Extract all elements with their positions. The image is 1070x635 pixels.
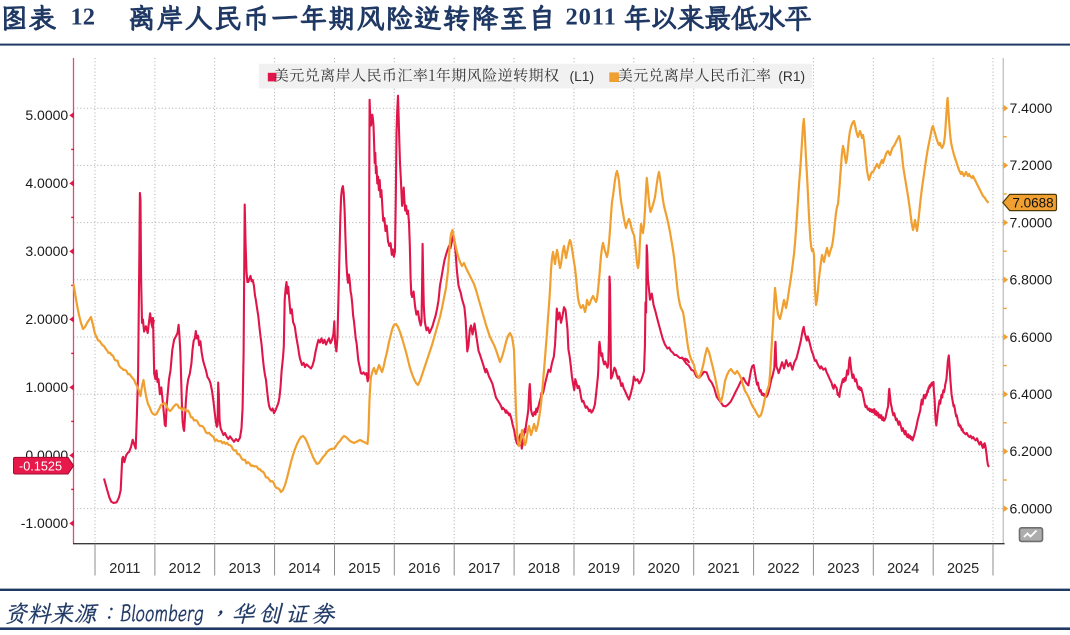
svg-text:2015: 2015 bbox=[348, 561, 380, 577]
svg-text:(R1): (R1) bbox=[778, 69, 805, 84]
svg-text:7.2000: 7.2000 bbox=[1010, 157, 1053, 173]
svg-text:4.0000: 4.0000 bbox=[25, 175, 68, 191]
svg-text:2023: 2023 bbox=[827, 561, 859, 577]
svg-text:12: 12 bbox=[71, 4, 96, 31]
svg-text:2.0000: 2.0000 bbox=[25, 311, 68, 327]
svg-text:2017: 2017 bbox=[468, 561, 500, 577]
svg-text:5.0000: 5.0000 bbox=[25, 107, 68, 123]
svg-text:2016: 2016 bbox=[408, 561, 440, 577]
svg-text:2022: 2022 bbox=[767, 561, 799, 577]
svg-text:-0.1525: -0.1525 bbox=[19, 460, 62, 474]
svg-text:-1.0000: -1.0000 bbox=[21, 515, 69, 531]
svg-text:7.0000: 7.0000 bbox=[1010, 214, 1053, 230]
svg-text:7.4000: 7.4000 bbox=[1010, 100, 1053, 116]
svg-text:2020: 2020 bbox=[648, 561, 680, 577]
svg-text:2025: 2025 bbox=[947, 561, 979, 577]
svg-text:6.0000: 6.0000 bbox=[1010, 500, 1053, 516]
svg-text:2012: 2012 bbox=[169, 561, 201, 577]
svg-text:2018: 2018 bbox=[528, 561, 560, 577]
svg-text:3.0000: 3.0000 bbox=[25, 243, 68, 259]
svg-text:2013: 2013 bbox=[229, 561, 261, 577]
svg-text:7.0688: 7.0688 bbox=[1012, 196, 1053, 211]
svg-text:2014: 2014 bbox=[288, 561, 320, 577]
svg-text:6.2000: 6.2000 bbox=[1010, 443, 1053, 459]
svg-text:2024: 2024 bbox=[887, 561, 919, 577]
svg-text:2021: 2021 bbox=[707, 561, 739, 577]
svg-text:2019: 2019 bbox=[588, 561, 620, 577]
svg-text:2011: 2011 bbox=[109, 561, 140, 577]
svg-text:6.6000: 6.6000 bbox=[1010, 329, 1053, 345]
svg-text:2011: 2011 bbox=[566, 4, 617, 31]
svg-text:(L1): (L1) bbox=[570, 69, 595, 84]
svg-text:6.4000: 6.4000 bbox=[1010, 386, 1053, 402]
svg-text:1.0000: 1.0000 bbox=[25, 379, 68, 395]
svg-text:6.8000: 6.8000 bbox=[1010, 272, 1053, 288]
